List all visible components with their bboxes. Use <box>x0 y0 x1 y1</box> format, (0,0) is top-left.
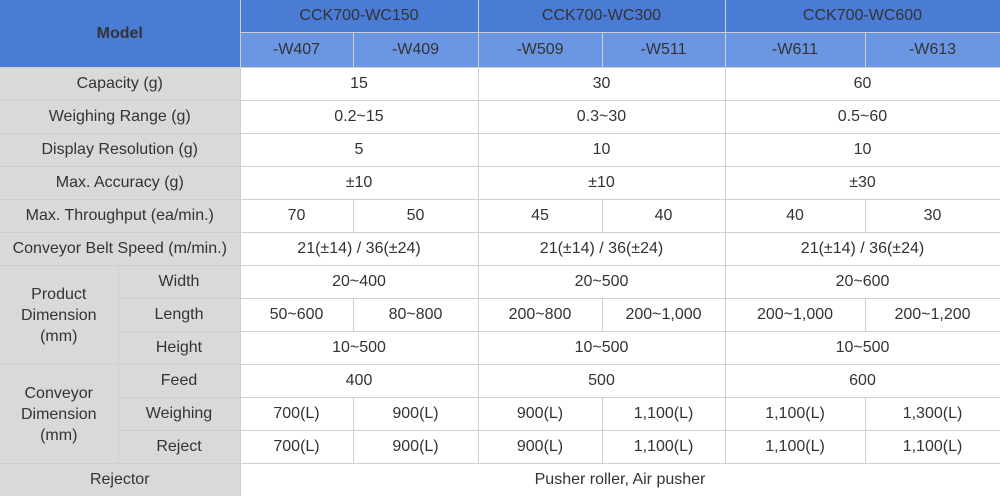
submodel-w407: -W407 <box>240 32 354 68</box>
group-label-line: (mm) <box>40 327 78 345</box>
row-capacity: Capacity (g) 15 30 60 <box>0 67 1000 101</box>
cell-value: 10 <box>478 133 726 167</box>
sub-label-feed: Feed <box>118 364 241 398</box>
group-label-line: (mm) <box>40 426 78 444</box>
cell-value: 200~800 <box>478 298 603 332</box>
row-rejector: Rejector Pusher roller, Air pusher <box>0 463 1000 496</box>
cell-value: 0.5~60 <box>725 100 1000 134</box>
submodel-w511: -W511 <box>602 32 726 68</box>
cell-value: 400 <box>240 364 479 398</box>
row-product-height: Height 10~500 10~500 10~500 <box>0 331 1000 365</box>
submodel-w611: -W611 <box>725 32 866 68</box>
group-label-conveyor-dimension: Conveyor Dimension (mm) <box>0 364 119 464</box>
cell-value-rejector: Pusher roller, Air pusher <box>240 463 1000 496</box>
sub-label-height: Height <box>118 331 241 365</box>
group-label-line: Dimension <box>20 405 97 423</box>
cell-value: 30 <box>865 199 1000 233</box>
cell-value: 1,100(L) <box>725 397 866 431</box>
cell-value: 80~800 <box>353 298 479 332</box>
cell-value: 10 <box>725 133 1000 167</box>
row-display-resolution: Display Resolution (g) 5 10 10 <box>0 133 1000 167</box>
cell-value: 10~500 <box>240 331 479 365</box>
group-label-line: Dimension <box>20 306 97 324</box>
group-label-line: Conveyor <box>24 384 93 402</box>
cell-value: 60 <box>725 67 1000 101</box>
cell-value: 200~1,000 <box>602 298 726 332</box>
submodel-w409: -W409 <box>353 32 479 68</box>
cell-value: 21(±14) / 36(±24) <box>240 232 479 266</box>
header-row-groups: Model CCK700-WC150 CCK700-WC300 CCK700-W… <box>0 0 1000 68</box>
row-max-throughput: Max. Throughput (ea/min.) 70 50 45 40 40… <box>0 199 1000 233</box>
cell-value: 700(L) <box>240 397 354 431</box>
group-header-wc300: CCK700-WC300 <box>478 0 726 33</box>
cell-value: 500 <box>478 364 726 398</box>
cell-value: 10~500 <box>478 331 726 365</box>
cell-value: 1,100(L) <box>865 430 1000 464</box>
sub-label-width: Width <box>118 265 241 299</box>
cell-value: 15 <box>240 67 479 101</box>
row-product-width: Product Dimension (mm) Width 20~400 20~500… <box>0 265 1000 365</box>
cell-value: 40 <box>725 199 866 233</box>
row-product-length: Length 50~600 80~800 200~800 200~1,000 2… <box>0 298 1000 332</box>
cell-value: ±10 <box>240 166 479 200</box>
row-label: Rejector <box>0 463 241 496</box>
row-weighing-range: Weighing Range (g) 0.2~15 0.3~30 0.5~60 <box>0 100 1000 134</box>
cell-value: 900(L) <box>478 430 603 464</box>
group-header-wc600: CCK700-WC600 <box>725 0 1000 33</box>
cell-value: 20~400 <box>240 265 479 299</box>
cell-value: 5 <box>240 133 479 167</box>
cell-value: 600 <box>725 364 1000 398</box>
cell-value: 0.2~15 <box>240 100 479 134</box>
cell-value: 50~600 <box>240 298 354 332</box>
sub-label-weighing: Weighing <box>118 397 241 431</box>
header-row-submodels: -W407 -W409 -W509 -W511 -W611 -W613 <box>0 32 1000 68</box>
group-label-line: Product <box>31 285 87 303</box>
cell-value: 30 <box>478 67 726 101</box>
cell-value: 900(L) <box>478 397 603 431</box>
group-label-product-dimension: Product Dimension (mm) <box>0 265 119 365</box>
row-label: Max. Throughput (ea/min.) <box>0 199 241 233</box>
cell-value: 700(L) <box>240 430 354 464</box>
cell-value: 50 <box>353 199 479 233</box>
cell-value: ±10 <box>478 166 726 200</box>
sub-label-length: Length <box>118 298 241 332</box>
cell-value: 200~1,200 <box>865 298 1000 332</box>
cell-value: 70 <box>240 199 354 233</box>
cell-value: 0.3~30 <box>478 100 726 134</box>
cell-value: 45 <box>478 199 603 233</box>
row-conveyor-reject: Reject 700(L) 900(L) 900(L) 1,100(L) 1,1… <box>0 430 1000 464</box>
submodel-w509: -W509 <box>478 32 603 68</box>
row-conveyor-weighing: Weighing 700(L) 900(L) 900(L) 1,100(L) 1… <box>0 397 1000 431</box>
row-max-accuracy: Max. Accuracy (g) ±10 ±10 ±30 <box>0 166 1000 200</box>
cell-value: ±30 <box>725 166 1000 200</box>
row-label: Conveyor Belt Speed (m/min.) <box>0 232 241 266</box>
row-belt-speed: Conveyor Belt Speed (m/min.) 21(±14) / 3… <box>0 232 1000 266</box>
cell-value: 1,100(L) <box>602 397 726 431</box>
row-label: Capacity (g) <box>0 67 241 101</box>
cell-value: 200~1,000 <box>725 298 866 332</box>
model-header: Model <box>0 0 241 68</box>
row-label: Display Resolution (g) <box>0 133 241 167</box>
cell-value: 21(±14) / 36(±24) <box>725 232 1000 266</box>
cell-value: 900(L) <box>353 397 479 431</box>
row-label: Weighing Range (g) <box>0 100 241 134</box>
cell-value: 20~600 <box>725 265 1000 299</box>
row-label: Max. Accuracy (g) <box>0 166 241 200</box>
cell-value: 21(±14) / 36(±24) <box>478 232 726 266</box>
group-header-wc150: CCK700-WC150 <box>240 0 479 33</box>
cell-value: 40 <box>602 199 726 233</box>
row-conveyor-feed: Conveyor Dimension (mm) Feed 400 500 600 <box>0 364 1000 464</box>
cell-value: 1,100(L) <box>602 430 726 464</box>
cell-value: 1,100(L) <box>725 430 866 464</box>
cell-value: 1,300(L) <box>865 397 1000 431</box>
cell-value: 900(L) <box>353 430 479 464</box>
cell-value: 10~500 <box>725 331 1000 365</box>
cell-value: 20~500 <box>478 265 726 299</box>
submodel-w613: -W613 <box>865 32 1000 68</box>
sub-label-reject: Reject <box>118 430 241 464</box>
